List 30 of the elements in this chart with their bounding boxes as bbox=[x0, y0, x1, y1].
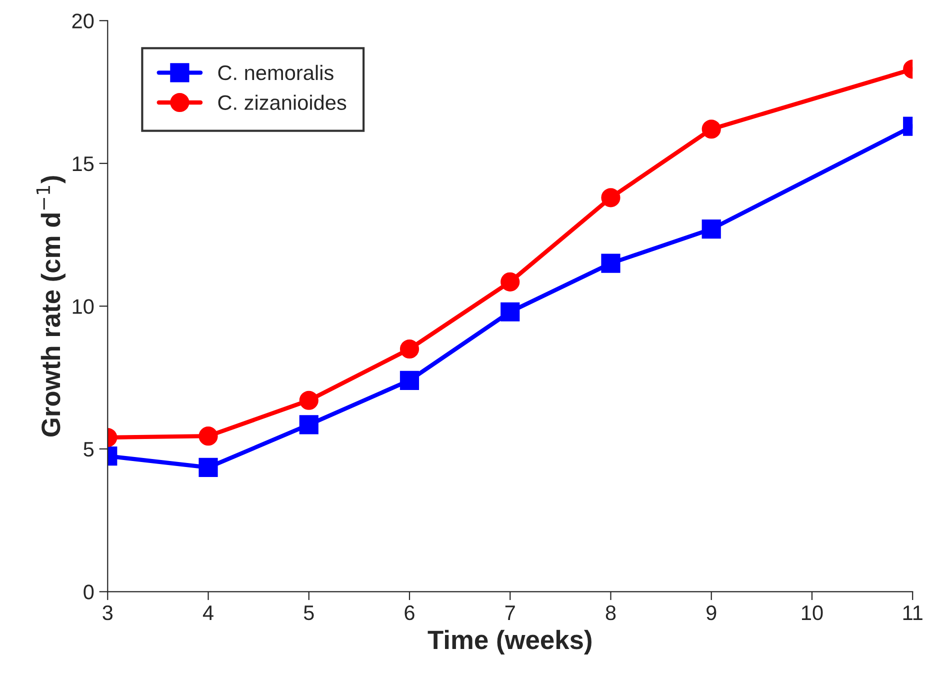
point bbox=[198, 426, 218, 446]
x-tick-label: 4 bbox=[202, 606, 214, 620]
x-tick-label: 8 bbox=[606, 605, 616, 620]
point bbox=[299, 415, 318, 434]
y-tick-label: 20 bbox=[72, 14, 94, 28]
point bbox=[500, 302, 520, 322]
x-tick-label: 11 bbox=[903, 606, 922, 620]
legend-label: C. nemoralis bbox=[218, 64, 334, 80]
x-tick-label: 7 bbox=[505, 606, 515, 620]
y-axis-title: Growth rate (cm d$^{−1}$) bbox=[36, 176, 66, 436]
point bbox=[400, 370, 420, 390]
y-tick-label: 5 bbox=[84, 442, 94, 457]
point bbox=[702, 120, 721, 139]
point bbox=[601, 188, 620, 208]
legend-label: C. zizanioides bbox=[218, 94, 346, 110]
point bbox=[299, 390, 318, 410]
point bbox=[400, 339, 420, 359]
y-tick-label: 15 bbox=[72, 156, 94, 172]
x-axis-title: Time (weeks) bbox=[428, 630, 592, 654]
point bbox=[500, 272, 520, 292]
x-tick-label: 10 bbox=[802, 605, 823, 620]
x-tick-label: 9 bbox=[706, 605, 716, 620]
x-tick-label: 6 bbox=[404, 605, 414, 620]
x-tick-label: 3 bbox=[102, 605, 113, 620]
point bbox=[198, 458, 218, 478]
y-tick-label: 0 bbox=[84, 584, 94, 600]
point bbox=[702, 220, 721, 239]
point bbox=[601, 254, 620, 273]
y-tick-label: 10 bbox=[72, 299, 94, 314]
x-tick-label: 5 bbox=[304, 606, 314, 620]
